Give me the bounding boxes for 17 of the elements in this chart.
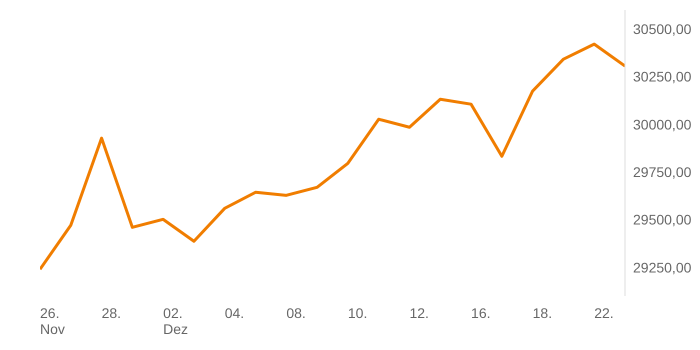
line-series <box>40 42 625 271</box>
y-tick-label: 30250,00 <box>633 68 692 85</box>
x-tick-label: 02. Dez <box>163 305 188 337</box>
x-tick-label: 18. <box>532 305 552 321</box>
x-tick-label: 12. <box>409 305 429 321</box>
y-tick-label: 30000,00 <box>633 116 692 132</box>
x-tick-label: 26. Nov <box>40 305 65 337</box>
y-tick-label: 29250,00 <box>633 259 692 276</box>
y-tick-label: 29500,00 <box>633 212 692 228</box>
x-tick-label: 22. <box>594 305 614 321</box>
x-tick-label: 28. <box>102 305 122 321</box>
x-tick-label: 16. <box>471 305 491 321</box>
y-tick-label: 30500,00 <box>633 21 692 38</box>
y-tick-label: 29750,00 <box>633 164 692 180</box>
x-tick-label: 08. <box>286 305 306 321</box>
x-tick-label: 10. <box>348 305 368 321</box>
x-tick-label: 04. <box>224 305 244 321</box>
